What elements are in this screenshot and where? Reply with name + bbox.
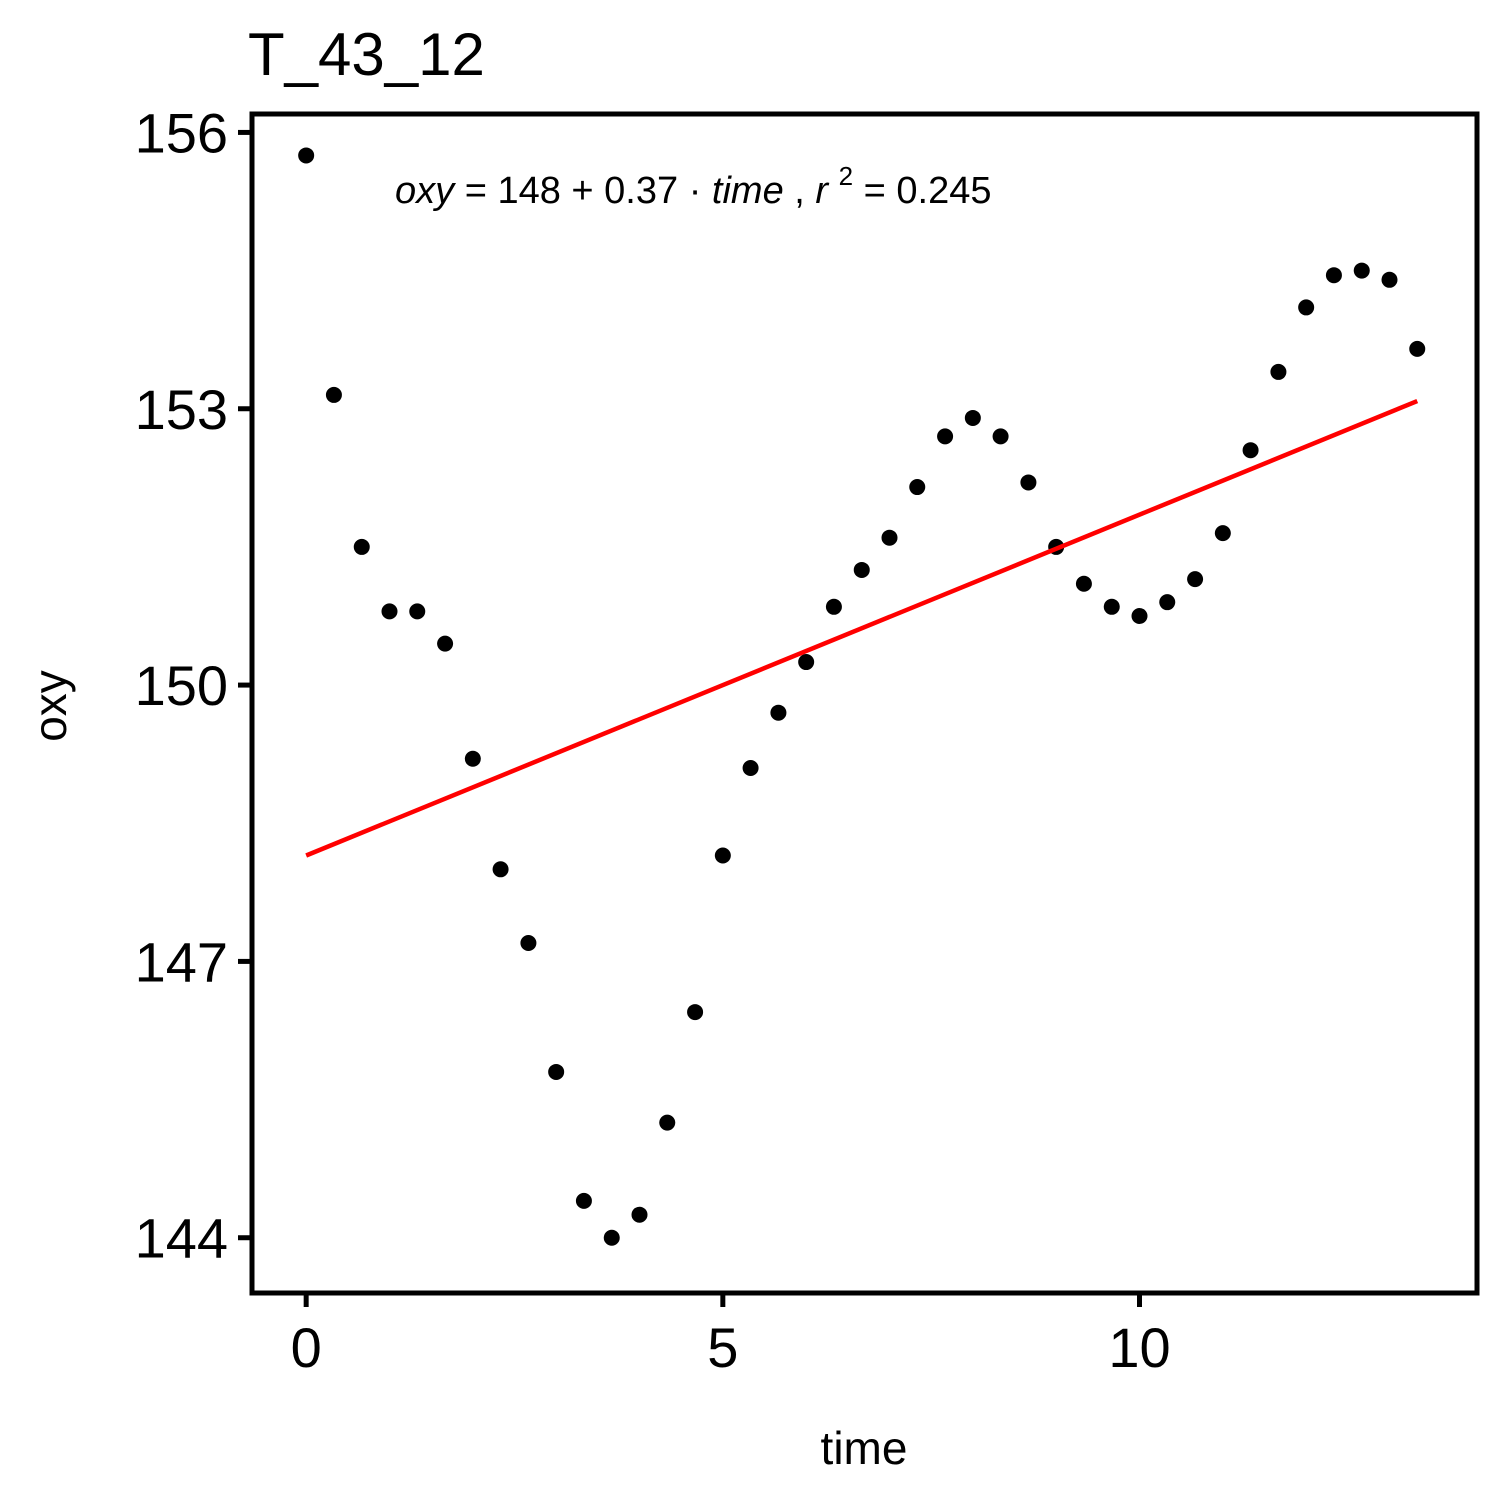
data-point <box>1242 442 1259 459</box>
equation-lhs: oxy <box>395 170 456 212</box>
data-point <box>1187 571 1204 588</box>
regression-equation: oxy = 148 + 0.37 · time , r 2 = 0.245 <box>395 152 992 212</box>
data-point <box>742 759 759 776</box>
data-point <box>1409 340 1426 357</box>
data-point <box>1075 575 1092 592</box>
data-point <box>437 635 454 652</box>
data-point <box>659 1114 676 1131</box>
data-point <box>548 1063 565 1080</box>
data-point <box>881 529 898 546</box>
data-point <box>298 147 315 164</box>
data-point <box>853 561 870 578</box>
data-point <box>1381 271 1398 288</box>
data-point <box>1270 363 1287 380</box>
data-point <box>492 861 509 878</box>
x-axis: 0 5 10 <box>291 1293 1171 1379</box>
x-tick-label: 5 <box>707 1316 738 1379</box>
y-tick-label: 153 <box>135 378 228 441</box>
equation-equals: = <box>465 170 498 212</box>
equation-plus: + <box>571 170 604 212</box>
chart-title: T_43_12 <box>248 21 485 88</box>
data-point <box>1298 299 1315 316</box>
equation-r2-value: 0.245 <box>896 170 991 212</box>
y-tick-label: 150 <box>135 654 228 717</box>
data-point <box>603 1229 620 1246</box>
equation-slope: 0.37 <box>604 170 678 212</box>
equation-r2-equals: = <box>864 170 897 212</box>
y-tick-label: 147 <box>135 930 228 993</box>
equation-variable: time <box>712 170 784 212</box>
data-point <box>992 428 1009 445</box>
data-point <box>575 1192 592 1209</box>
data-point <box>464 750 481 767</box>
plot-panel-border <box>249 111 1480 1296</box>
y-tick-label: 156 <box>135 101 228 164</box>
equation-dot: · <box>689 170 712 212</box>
data-point <box>1159 594 1176 611</box>
regression-line <box>305 399 1419 858</box>
data-points <box>298 147 1426 1246</box>
equation-comma: , <box>794 170 815 212</box>
data-point <box>687 1004 704 1021</box>
y-tick-label: 144 <box>135 1207 228 1270</box>
y-axis: 144 147 150 153 156 <box>135 101 252 1270</box>
data-point <box>520 934 537 951</box>
data-point <box>325 386 342 403</box>
data-point <box>1353 262 1370 279</box>
data-point <box>409 603 426 620</box>
data-point <box>770 704 787 721</box>
equation-r: r <box>815 170 829 212</box>
equation-exponent: 2 <box>839 161 853 191</box>
data-point <box>825 598 842 615</box>
data-point <box>909 479 926 496</box>
data-point <box>381 603 398 620</box>
data-point <box>714 847 731 864</box>
data-point <box>1325 267 1342 284</box>
x-tick-label: 10 <box>1108 1316 1170 1379</box>
y-axis-label: oxy <box>24 670 76 742</box>
data-point <box>353 538 370 555</box>
data-point <box>1020 474 1037 491</box>
equation-intercept: 148 <box>497 170 560 212</box>
data-point <box>1103 598 1120 615</box>
data-point <box>631 1206 648 1223</box>
data-point <box>798 654 815 671</box>
data-point <box>937 428 954 445</box>
data-point <box>1131 607 1148 624</box>
data-point <box>1214 525 1231 542</box>
x-tick-label: 0 <box>291 1316 322 1379</box>
data-point <box>964 409 981 426</box>
x-axis-label: time <box>821 1422 908 1474</box>
